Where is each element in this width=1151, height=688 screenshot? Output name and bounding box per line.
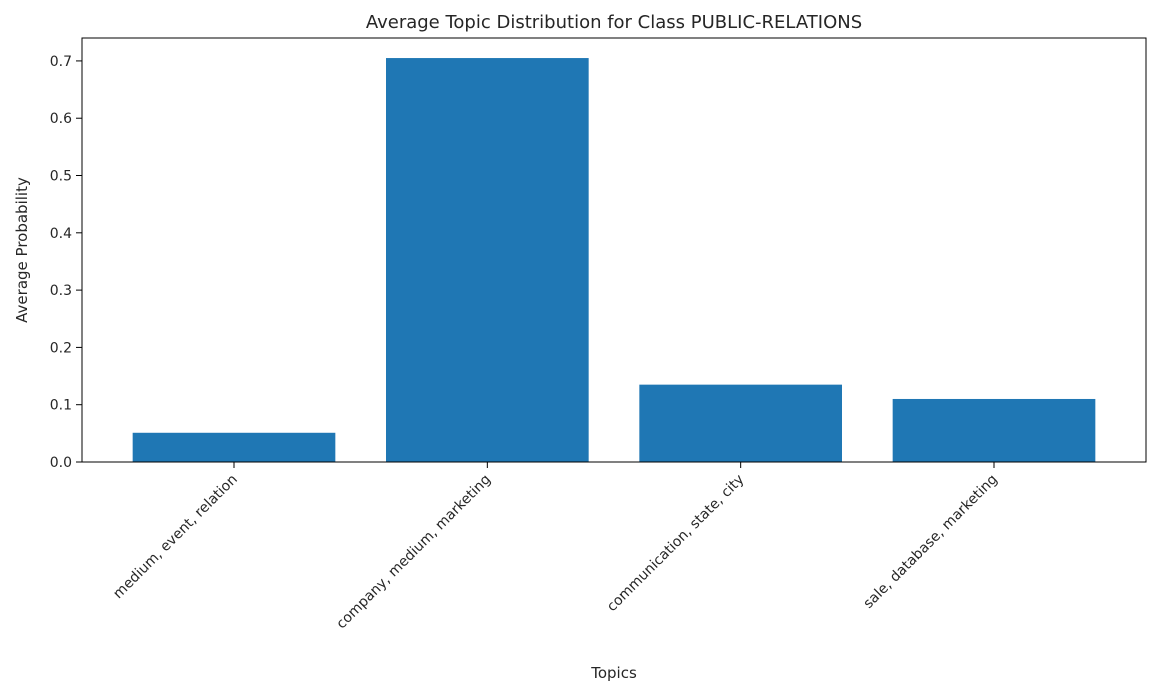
plot-frame: [81, 37, 1147, 463]
y-tick-label: 0.1: [50, 398, 72, 414]
x-tick-label: company, medium, marketing: [334, 472, 495, 633]
y-axis-label: Average Probability: [13, 177, 31, 323]
x-tick-label: medium, event, relation: [110, 472, 241, 603]
x-axis-label: Topics: [590, 664, 637, 682]
bar: [386, 58, 589, 463]
x-tick-label: communication, state, city: [604, 472, 747, 615]
y-axis-ticks: 0.0 0.1 0.2 0.3 0.4 0.5 0.6 0.7: [50, 54, 82, 471]
chart-title: Average Topic Distribution for Class PUB…: [366, 12, 862, 33]
x-tick-label: sale, database, marketing: [861, 472, 1001, 612]
bar: [639, 384, 842, 462]
y-tick-label: 0.6: [50, 111, 72, 127]
y-tick-label: 0.5: [50, 169, 72, 185]
y-tick-label: 0.4: [50, 226, 72, 242]
bar: [132, 432, 336, 462]
y-tick-label: 0.0: [50, 455, 72, 471]
y-tick-label: 0.2: [50, 340, 72, 356]
y-tick-label: 0.7: [50, 54, 72, 70]
y-tick-label: 0.3: [50, 283, 72, 299]
x-axis-ticks: medium, event, relation company, medium, …: [110, 462, 1001, 632]
bar: [892, 398, 1096, 462]
bars: [132, 58, 1096, 463]
